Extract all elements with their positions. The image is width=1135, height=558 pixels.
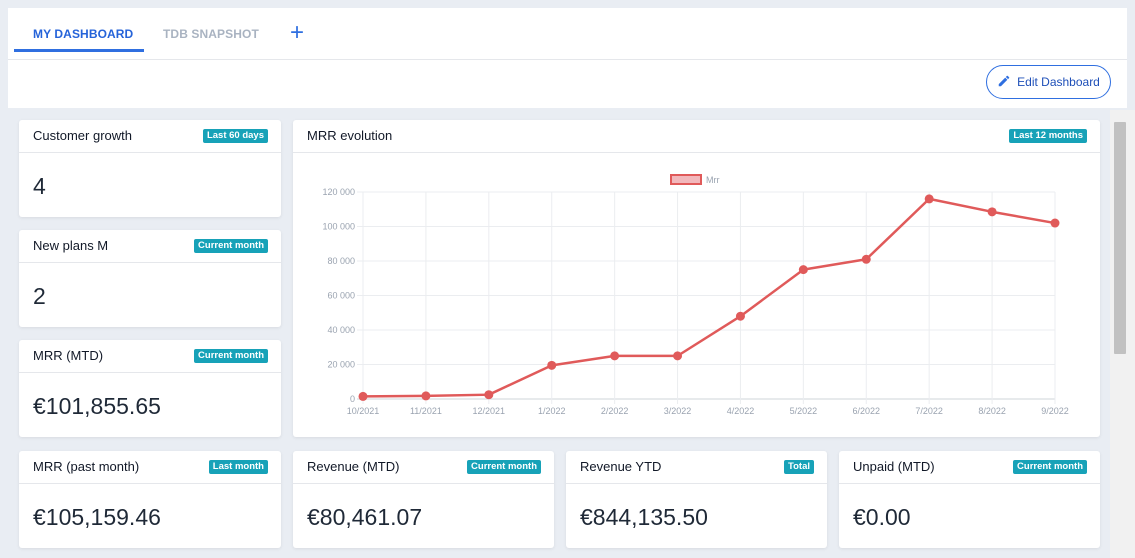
active-tab-indicator	[14, 49, 144, 52]
data-point	[484, 390, 494, 400]
period-badge: Last 12 months	[1009, 129, 1087, 143]
top-bar: MY DASHBOARD TDB SNAPSHOT + Edit Dashboa…	[8, 8, 1127, 108]
x-tick-label: 1/2022	[538, 406, 566, 416]
card-title: Customer growth	[33, 128, 132, 143]
card-header: Customer growth Last 60 days	[19, 120, 281, 153]
card-value: 4	[33, 173, 46, 199]
y-tick-label: 60 000	[327, 291, 355, 301]
card-header: Revenue YTD Total	[566, 451, 827, 484]
card-value: €105,159.46	[33, 504, 161, 530]
x-tick-label: 7/2022	[915, 406, 943, 416]
period-badge: Current month	[467, 460, 541, 474]
mrr-mtd-card: MRR (MTD) Current month €101,855.65	[19, 340, 281, 437]
edit-dashboard-label: Edit Dashboard	[1017, 75, 1100, 89]
period-badge: Last month	[208, 460, 268, 474]
card-value: 2	[33, 283, 46, 309]
period-badge: Current month	[194, 349, 268, 363]
card-title: MRR (MTD)	[33, 348, 104, 363]
new-plans-card: New plans M Current month 2	[19, 230, 281, 327]
data-point	[421, 391, 431, 401]
card-value: €101,855.65	[33, 393, 161, 419]
y-tick-label: 0	[350, 394, 355, 404]
revenue-ytd-card: Revenue YTD Total €844,135.50	[566, 451, 827, 548]
data-point	[861, 254, 871, 264]
y-tick-label: 40 000	[327, 325, 355, 335]
card-header: MRR (past month) Last month	[19, 451, 281, 484]
card-header: Revenue (MTD) Current month	[293, 451, 554, 484]
period-badge: Last 60 days	[202, 129, 268, 143]
period-badge: Total	[784, 460, 814, 474]
scrollbar-thumb[interactable]	[1114, 122, 1126, 354]
tab-my-dashboard[interactable]: MY DASHBOARD	[33, 27, 134, 41]
x-tick-label: 9/2022	[1041, 406, 1069, 416]
card-title: Revenue (MTD)	[307, 459, 400, 474]
card-value: €80,461.07	[307, 504, 423, 530]
data-point	[735, 311, 745, 321]
legend-swatch	[670, 174, 702, 185]
data-point	[798, 265, 808, 275]
revenue-mtd-card: Revenue (MTD) Current month €80,461.07	[293, 451, 554, 548]
x-tick-label: 2/2022	[601, 406, 629, 416]
x-tick-label: 5/2022	[790, 406, 818, 416]
x-tick-label: 12/2021	[473, 406, 506, 416]
x-tick-label: 3/2022	[664, 406, 692, 416]
card-title: MRR (past month)	[33, 459, 140, 474]
x-tick-label: 10/2021	[347, 406, 380, 416]
card-header: MRR evolution Last 12 months	[293, 120, 1100, 153]
x-tick-label: 4/2022	[727, 406, 755, 416]
add-tab-button[interactable]: +	[290, 19, 305, 46]
tab-bar: MY DASHBOARD TDB SNAPSHOT +	[8, 8, 1127, 60]
x-tick-label: 6/2022	[853, 406, 881, 416]
x-tick-label: 8/2022	[978, 406, 1006, 416]
y-tick-label: 20 000	[327, 360, 355, 370]
data-point	[924, 194, 934, 204]
card-header: Unpaid (MTD) Current month	[839, 451, 1100, 484]
data-point	[1050, 218, 1060, 228]
period-badge: Current month	[1013, 460, 1087, 474]
customer-growth-card: Customer growth Last 60 days 4	[19, 120, 281, 217]
card-title: New plans M	[33, 238, 109, 253]
x-tick-label: 11/2021	[410, 406, 442, 416]
mrr-line-chart: 0 20 000 40 000 60 000 80 000 100 000 120 000 1…	[322, 174, 1069, 416]
tab-tdb-snapshot[interactable]: TDB SNAPSHOT	[163, 27, 259, 41]
data-point	[673, 351, 683, 361]
unpaid-mtd-card: Unpaid (MTD) Current month €0.00	[839, 451, 1100, 548]
card-value: €844,135.50	[580, 504, 708, 530]
mrr-past-month-card: MRR (past month) Last month €105,159.46	[19, 451, 281, 548]
series-line-mrr	[362, 197, 1056, 398]
card-header: New plans M Current month	[19, 230, 281, 263]
card-title: Unpaid (MTD)	[853, 459, 935, 474]
card-title: Revenue YTD	[580, 459, 662, 474]
mrr-evolution-card: MRR evolution Last 12 months 0 20 000 40 0…	[293, 120, 1100, 437]
edit-dashboard-button[interactable]: Edit Dashboard	[986, 65, 1111, 99]
legend-label: Mrr	[706, 175, 720, 185]
data-point	[987, 207, 997, 217]
period-badge: Current month	[194, 239, 268, 253]
card-value: €0.00	[853, 504, 911, 530]
data-point	[358, 391, 368, 401]
pencil-icon	[997, 74, 1011, 91]
card-header: MRR (MTD) Current month	[19, 340, 281, 373]
data-point	[547, 360, 557, 370]
y-tick-label: 80 000	[327, 256, 355, 266]
y-tick-label: 120 000	[322, 187, 355, 197]
card-title: MRR evolution	[307, 128, 393, 143]
y-tick-label: 100 000	[322, 222, 355, 232]
data-point	[610, 351, 620, 361]
